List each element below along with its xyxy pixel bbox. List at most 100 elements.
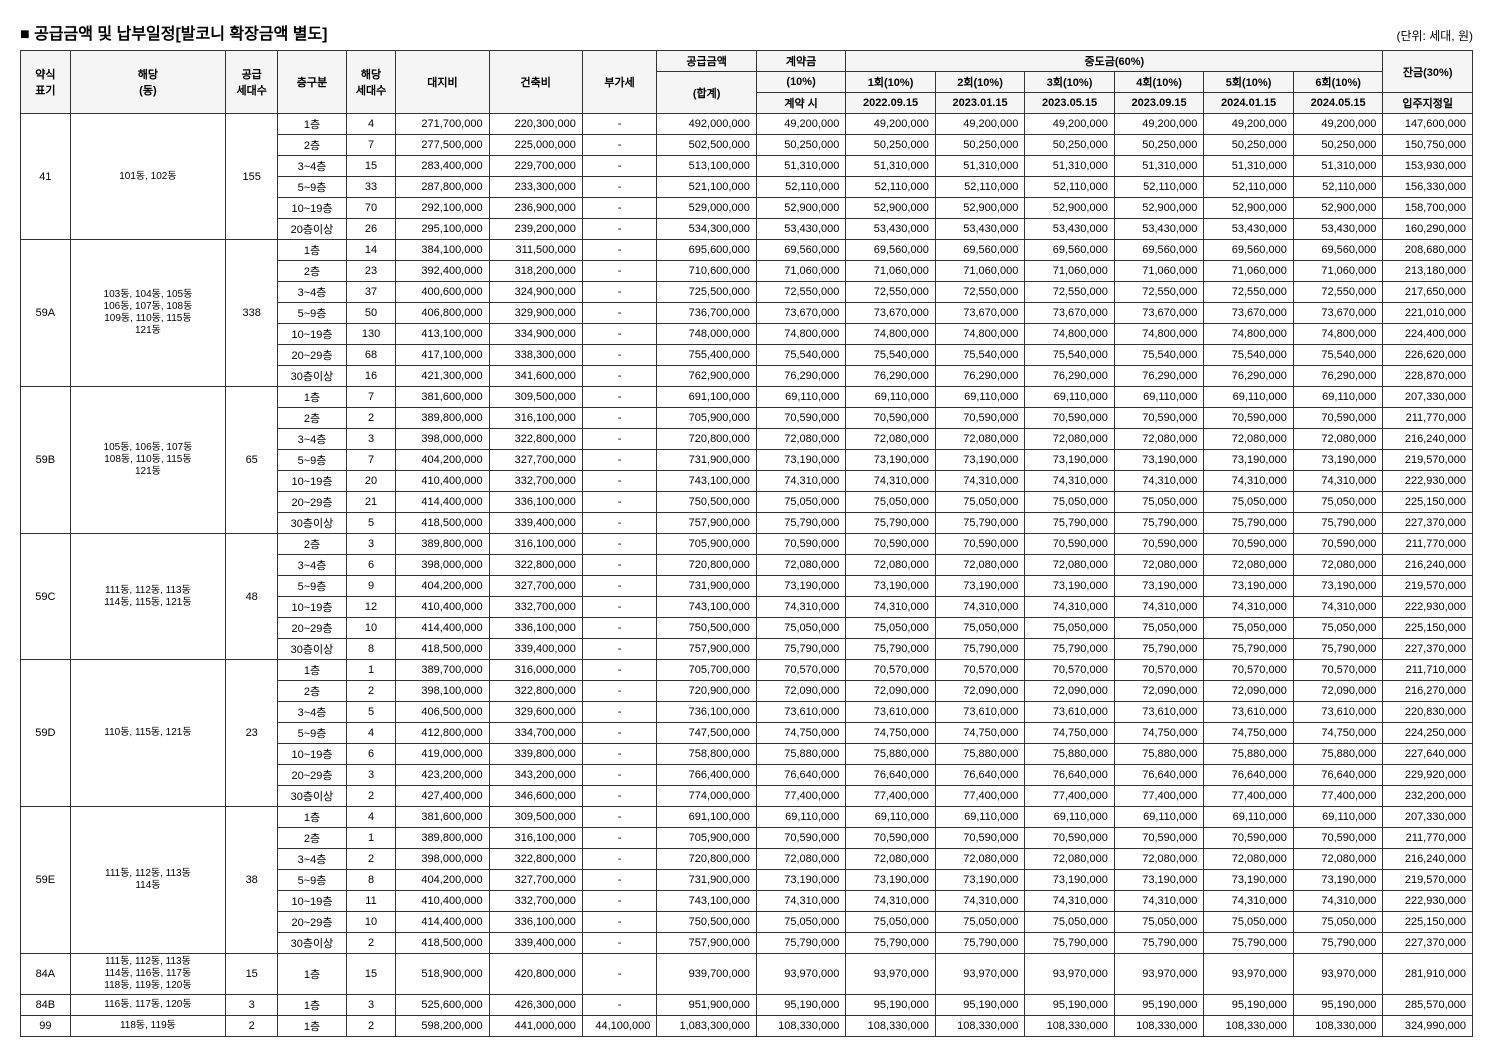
cell-mid: 73,190,000 — [1204, 450, 1294, 471]
cell-land: 287,800,000 — [396, 177, 489, 198]
cell-mid: 76,640,000 — [935, 765, 1025, 786]
cell-total: 747,500,000 — [657, 723, 756, 744]
cell-remain: 220,830,000 — [1383, 702, 1473, 723]
cell-total: 720,800,000 — [657, 429, 756, 450]
cell-contract: 75,790,000 — [756, 513, 846, 534]
cell-build: 420,800,000 — [489, 954, 582, 995]
cell-mid: 69,560,000 — [1114, 240, 1204, 261]
cell-mid: 53,430,000 — [1025, 219, 1115, 240]
cell-mid: 73,190,000 — [846, 450, 936, 471]
cell-mid: 73,190,000 — [846, 576, 936, 597]
cell-dong: 101동, 102동 — [70, 114, 225, 240]
cell-mid: 75,790,000 — [935, 513, 1025, 534]
cell-count: 14 — [346, 240, 396, 261]
cell-mid: 77,400,000 — [1204, 786, 1294, 807]
cell-total: 705,900,000 — [657, 408, 756, 429]
cell-mid: 75,790,000 — [1204, 933, 1294, 954]
th-count: 해당 세대수 — [346, 51, 396, 114]
cell-contract: 73,190,000 — [756, 576, 846, 597]
cell-mid: 72,090,000 — [1293, 681, 1383, 702]
cell-mid: 71,060,000 — [846, 261, 936, 282]
cell-contract: 69,560,000 — [756, 240, 846, 261]
cell-land: 295,100,000 — [396, 219, 489, 240]
cell-mid: 53,430,000 — [1114, 219, 1204, 240]
cell-mid: 74,310,000 — [1204, 891, 1294, 912]
cell-mid: 72,080,000 — [1025, 849, 1115, 870]
cell-build: 233,300,000 — [489, 177, 582, 198]
cell-build: 332,700,000 — [489, 891, 582, 912]
cell-mid: 53,430,000 — [846, 219, 936, 240]
cell-floor: 5~9층 — [278, 723, 346, 744]
cell-vat: - — [582, 912, 657, 933]
cell-mid: 72,550,000 — [1114, 282, 1204, 303]
cell-contract: 75,790,000 — [756, 639, 846, 660]
cell-mid: 77,400,000 — [846, 786, 936, 807]
cell-build: 334,700,000 — [489, 723, 582, 744]
cell-total: 720,800,000 — [657, 849, 756, 870]
cell-mid: 72,080,000 — [1025, 555, 1115, 576]
cell-mid: 75,050,000 — [1204, 492, 1294, 513]
cell-mid: 74,310,000 — [846, 471, 936, 492]
th-remain: 잔금(30%) — [1383, 51, 1473, 93]
cell-build: 322,800,000 — [489, 681, 582, 702]
cell-mid: 73,190,000 — [1025, 870, 1115, 891]
cell-mid: 52,110,000 — [846, 177, 936, 198]
cell-floor: 2층 — [278, 135, 346, 156]
cell-total: 720,900,000 — [657, 681, 756, 702]
cell-mid: 75,050,000 — [1204, 912, 1294, 933]
cell-count: 5 — [346, 702, 396, 723]
cell-mid: 74,310,000 — [1114, 891, 1204, 912]
cell-count: 2 — [346, 786, 396, 807]
cell-mid: 73,190,000 — [1114, 576, 1204, 597]
cell-build: 316,100,000 — [489, 534, 582, 555]
cell-mid: 75,880,000 — [1293, 744, 1383, 765]
cell-mid: 51,310,000 — [935, 156, 1025, 177]
cell-build: 336,100,000 — [489, 492, 582, 513]
cell-mid: 74,310,000 — [1293, 891, 1383, 912]
cell-mid: 75,880,000 — [935, 744, 1025, 765]
cell-mid: 108,330,000 — [935, 1016, 1025, 1037]
cell-mid: 72,090,000 — [1114, 681, 1204, 702]
cell-total: 774,000,000 — [657, 786, 756, 807]
cell-count: 9 — [346, 576, 396, 597]
cell-remain: 227,370,000 — [1383, 639, 1473, 660]
cell-mid: 72,090,000 — [1204, 681, 1294, 702]
cell-land: 398,000,000 — [396, 429, 489, 450]
cell-contract: 72,080,000 — [756, 849, 846, 870]
cell-contract: 74,750,000 — [756, 723, 846, 744]
cell-count: 3 — [346, 995, 396, 1016]
th-date1: 2022.09.15 — [846, 93, 936, 114]
cell-contract: 73,670,000 — [756, 303, 846, 324]
cell-build: 341,600,000 — [489, 366, 582, 387]
cell-mid: 70,570,000 — [1114, 660, 1204, 681]
cell-count: 37 — [346, 282, 396, 303]
cell-remain: 281,910,000 — [1383, 954, 1473, 995]
cell-vat: - — [582, 345, 657, 366]
cell-count: 7 — [346, 135, 396, 156]
cell-remain: 216,240,000 — [1383, 555, 1473, 576]
cell-count: 4 — [346, 723, 396, 744]
cell-remain: 219,570,000 — [1383, 870, 1473, 891]
cell-mid: 75,050,000 — [1114, 492, 1204, 513]
cell-floor: 5~9층 — [278, 450, 346, 471]
cell-mid: 69,110,000 — [846, 387, 936, 408]
cell-build: 332,700,000 — [489, 471, 582, 492]
cell-mid: 74,310,000 — [1293, 597, 1383, 618]
cell-mid: 72,080,000 — [1114, 429, 1204, 450]
cell-yak: 84A — [21, 954, 71, 995]
cell-total: 743,100,000 — [657, 597, 756, 618]
cell-mid: 51,310,000 — [1025, 156, 1115, 177]
cell-mid: 69,110,000 — [935, 807, 1025, 828]
cell-mid: 52,110,000 — [1114, 177, 1204, 198]
cell-mid: 76,640,000 — [1114, 765, 1204, 786]
th-build: 건축비 — [489, 51, 582, 114]
cell-mid: 75,050,000 — [935, 492, 1025, 513]
cell-mid: 75,790,000 — [1025, 639, 1115, 660]
cell-remain: 153,930,000 — [1383, 156, 1473, 177]
cell-contract: 95,190,000 — [756, 995, 846, 1016]
cell-total: 710,600,000 — [657, 261, 756, 282]
th-date6: 2024.05.15 — [1293, 93, 1383, 114]
cell-floor: 5~9층 — [278, 870, 346, 891]
cell-build: 225,000,000 — [489, 135, 582, 156]
th-dong: 해당 (동) — [70, 51, 225, 114]
